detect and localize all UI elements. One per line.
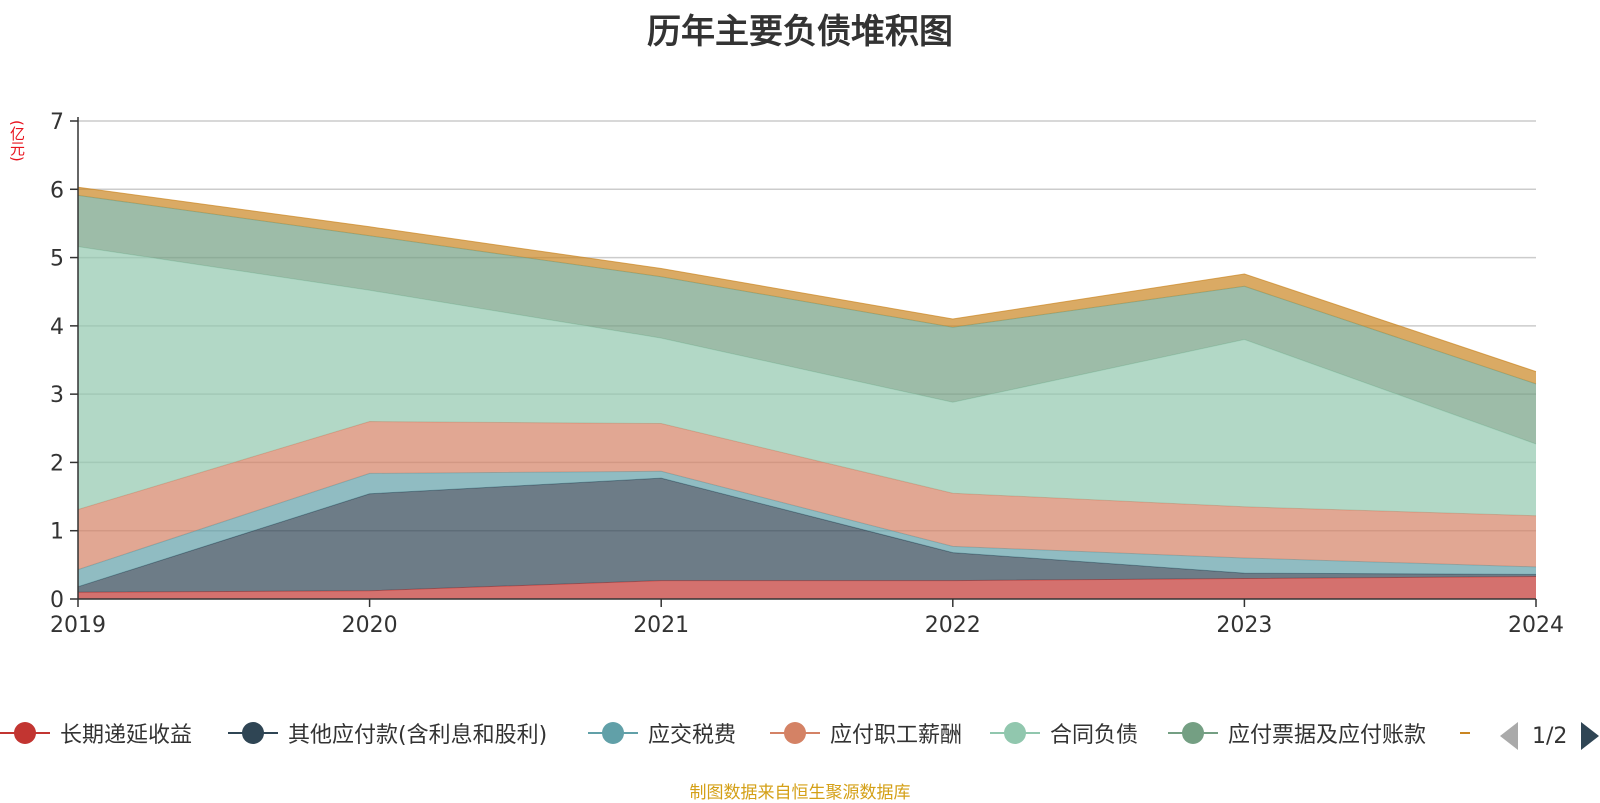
legend-marker-icon <box>1460 718 1470 748</box>
chart-title: 历年主要负债堆积图 <box>647 12 953 52</box>
x-tick-label: 2021 <box>633 613 689 638</box>
area-series-1[interactable] <box>78 478 1536 593</box>
legend-marker-icon <box>770 718 820 748</box>
y-tick-label: 7 <box>50 110 64 135</box>
y-tick-label: 1 <box>50 520 64 545</box>
x-tick-label: 2022 <box>925 613 981 638</box>
y-axis-unit: (亿元) <box>8 120 26 162</box>
legend-label: 合同负债 <box>1050 723 1139 748</box>
area-series-4[interactable] <box>78 246 1536 516</box>
stacked-area-chart: 0 1 2 3 4 5 6 7 2019 2020 2021 2022 2023 2024 <box>50 110 1564 638</box>
legend-marker-icon <box>0 718 50 748</box>
y-tick-label: 3 <box>50 383 64 408</box>
legend-item-0[interactable]: 长期递延收益 <box>0 713 192 753</box>
legend-next-page-button[interactable] <box>1581 722 1600 750</box>
y-tick-label: 2 <box>50 451 64 476</box>
legend-prev-page-button[interactable] <box>1500 722 1518 750</box>
area-series-0[interactable] <box>78 576 1536 600</box>
area-series-line-6 <box>77 186 1537 373</box>
legend-item-4[interactable]: 合同负债 <box>990 713 1138 753</box>
x-tick-label: 2023 <box>1216 613 1272 638</box>
legend-marker-icon <box>990 718 1040 748</box>
y-tick-label: 5 <box>50 247 64 272</box>
legend: 长期递延收益 其他应付款(含利息和股利) 应交税费 应付职工薪酬 合同负债 应付票据及应付… <box>0 713 1470 753</box>
axes <box>77 117 1536 600</box>
y-tick-label: 0 <box>50 588 64 613</box>
y-tick-label: 6 <box>50 178 64 203</box>
y-tick-label: 4 <box>50 315 64 340</box>
area-series-2[interactable] <box>78 471 1536 587</box>
x-tick-label: 2024 <box>1508 613 1564 638</box>
legend-label: 应付票据及应付账款 <box>1228 723 1427 748</box>
area-series-6[interactable] <box>78 187 1536 384</box>
legend-item-1[interactable]: 其他应付款(含利息和股利) <box>228 713 547 753</box>
x-tick-label: 2020 <box>342 613 398 638</box>
legend-label: 应交税费 <box>648 723 737 748</box>
legend-item-3[interactable]: 应付职工薪酬 <box>770 713 962 753</box>
legend-item-2[interactable]: 应交税费 <box>588 713 736 753</box>
legend-marker-icon <box>228 718 278 748</box>
legend-item-6[interactable]: 其他 <box>1460 713 1470 753</box>
legend-label: 其他应付款(含利息和股利) <box>288 723 548 748</box>
legend-item-5[interactable]: 应付票据及应付账款 <box>1168 713 1426 753</box>
legend-label: 长期递延收益 <box>60 723 193 748</box>
tick-labels: 0 1 2 3 4 5 6 7 2019 2020 2021 2022 2023 2024 <box>50 110 1564 638</box>
legend-marker-icon <box>1168 718 1218 748</box>
area-series <box>77 186 1537 600</box>
legend-label: 应付职工薪酬 <box>830 723 963 748</box>
area-series-3[interactable] <box>78 421 1536 570</box>
legend-page-indicator: 1/2 <box>1532 723 1568 749</box>
source-note: 制图数据来自恒生聚源数据库 <box>689 783 911 803</box>
legend-marker-icon <box>588 718 638 748</box>
legend-pager: 1/2 <box>1500 718 1600 754</box>
area-series-5[interactable] <box>78 195 1536 444</box>
x-tick-label: 2019 <box>50 613 106 638</box>
